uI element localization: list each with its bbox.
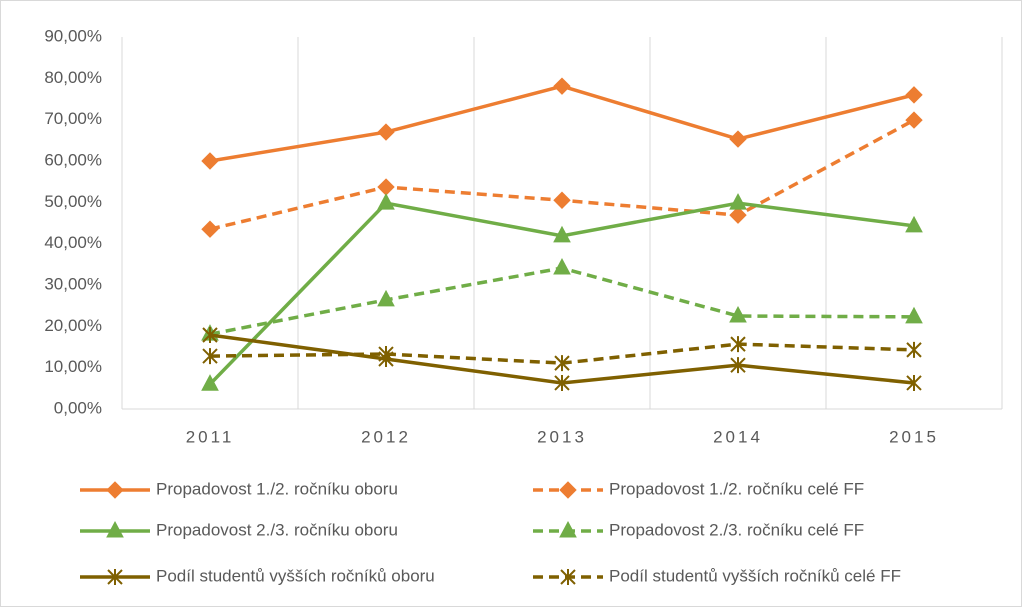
x-tick-label: 2015 bbox=[889, 427, 939, 446]
marker bbox=[202, 327, 218, 344]
y-tick-label: 30,00% bbox=[44, 274, 102, 293]
marker bbox=[560, 569, 576, 585]
marker bbox=[559, 481, 577, 499]
x-tick-label: 2012 bbox=[361, 427, 411, 446]
marker bbox=[559, 520, 577, 538]
marker bbox=[106, 481, 124, 499]
legend-label: Propadovost 2./3. ročníku oboru bbox=[156, 520, 398, 539]
marker bbox=[553, 77, 571, 95]
marker bbox=[377, 289, 395, 307]
marker bbox=[905, 111, 923, 129]
legend-label: Podíl studentů vyšších ročníků celé FF bbox=[609, 566, 901, 585]
marker bbox=[730, 336, 746, 353]
marker bbox=[729, 305, 747, 323]
y-tick-label: 90,00% bbox=[44, 26, 102, 45]
marker bbox=[377, 123, 395, 141]
legend-label: Propadovost 2./3. ročníku celé FF bbox=[609, 520, 864, 539]
marker bbox=[377, 193, 395, 210]
marker bbox=[729, 206, 747, 224]
y-tick-label: 50,00% bbox=[44, 192, 102, 211]
marker bbox=[906, 341, 922, 358]
marker bbox=[905, 86, 923, 104]
marker bbox=[201, 220, 219, 238]
y-tick-label: 0,00% bbox=[54, 398, 102, 417]
marker bbox=[202, 348, 218, 365]
marker bbox=[729, 193, 747, 210]
legend-label: Propadovost 1./2. ročníku oboru bbox=[156, 479, 398, 498]
y-tick-label: 10,00% bbox=[44, 357, 102, 376]
y-tick-label: 80,00% bbox=[44, 68, 102, 87]
marker bbox=[106, 520, 124, 538]
marker bbox=[201, 374, 219, 391]
marker bbox=[553, 257, 571, 275]
marker bbox=[107, 569, 123, 585]
y-tick-label: 60,00% bbox=[44, 150, 102, 169]
marker bbox=[378, 346, 394, 363]
y-tick-label: 20,00% bbox=[44, 316, 102, 335]
marker bbox=[554, 374, 570, 391]
marker bbox=[553, 191, 571, 209]
marker bbox=[906, 374, 922, 391]
marker bbox=[201, 152, 219, 170]
y-tick-label: 70,00% bbox=[44, 109, 102, 128]
legend-label: Propadovost 1./2. ročníku celé FF bbox=[609, 479, 864, 498]
marker bbox=[554, 355, 570, 372]
legend-label: Podíl studentů vyšších ročníků oboru bbox=[156, 566, 435, 585]
marker bbox=[553, 225, 571, 243]
marker bbox=[905, 215, 923, 233]
x-tick-label: 2013 bbox=[537, 427, 587, 446]
x-tick-label: 2014 bbox=[713, 427, 763, 446]
marker bbox=[730, 357, 746, 374]
y-tick-label: 40,00% bbox=[44, 233, 102, 252]
x-tick-label: 2011 bbox=[186, 427, 235, 446]
marker bbox=[905, 306, 923, 324]
marker bbox=[729, 130, 747, 148]
